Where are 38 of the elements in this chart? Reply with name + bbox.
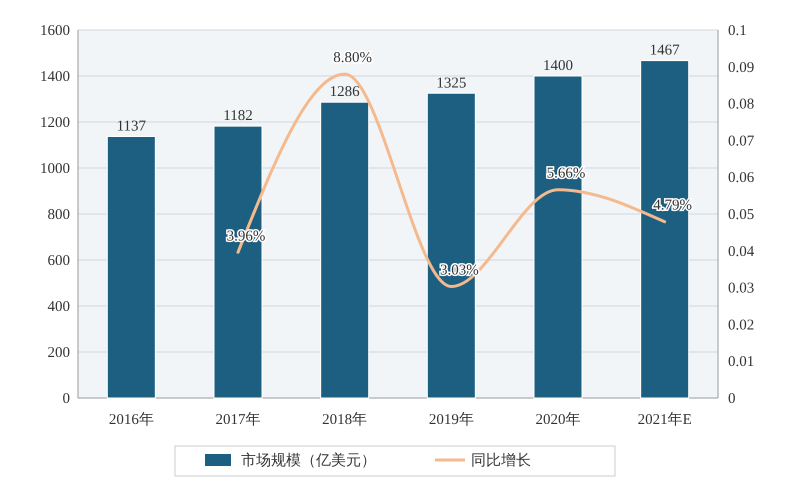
y-tick-label: 400 [48, 299, 70, 315]
y2-tick-label: 0.05 [728, 207, 754, 223]
x-tick-label: 2018年 [322, 411, 368, 428]
data-label: 1182 [223, 108, 253, 124]
x-tick-label: 2020年 [536, 411, 580, 428]
y2-tick-label: 0.09 [728, 60, 754, 76]
y2-tick-label: 0.08 [728, 96, 754, 113]
bar [640, 60, 690, 398]
y2-tick-label: 0.01 [728, 354, 754, 370]
y2-tick-label: 0 [728, 391, 736, 407]
data-label: 8.80% [333, 50, 372, 66]
y-tick-label: 0 [62, 391, 70, 407]
bar [320, 102, 370, 398]
y-tick-label: 600 [48, 253, 70, 269]
data-label: 1467 [650, 42, 680, 59]
y-tick-label: 800 [48, 207, 70, 223]
y2-tick-label: 0.04 [728, 244, 755, 260]
x-tick-label: 2021年E [638, 411, 692, 428]
bar [106, 136, 156, 398]
y2-tick-label: 0.03 [728, 280, 754, 297]
legend-label: 市场规模（亿美元） [241, 452, 376, 469]
x-tick-label: 2019年 [428, 411, 474, 428]
y-tick-label: 1200 [40, 115, 70, 131]
y2-tick-label: 0.07 [728, 133, 755, 150]
data-label: 1325 [436, 75, 466, 92]
x-tick-label: 2016年 [108, 411, 154, 428]
y-tick-label: 1600 [40, 23, 70, 39]
data-label: 1286 [330, 84, 360, 100]
data-label: 1137 [116, 118, 147, 134]
y-tick-label: 200 [48, 345, 70, 361]
y2-tick-label: 0.02 [728, 317, 754, 334]
legend-label: 同比增长 [471, 452, 531, 469]
data-label: 1400 [543, 58, 573, 74]
y-tick-label: 1000 [40, 161, 70, 177]
y-tick-label: 1400 [40, 69, 70, 85]
x-tick-label: 2017年 [216, 411, 260, 428]
y2-tick-label: 0.06 [728, 170, 755, 186]
y2-tick-label: 0.1 [728, 23, 747, 39]
